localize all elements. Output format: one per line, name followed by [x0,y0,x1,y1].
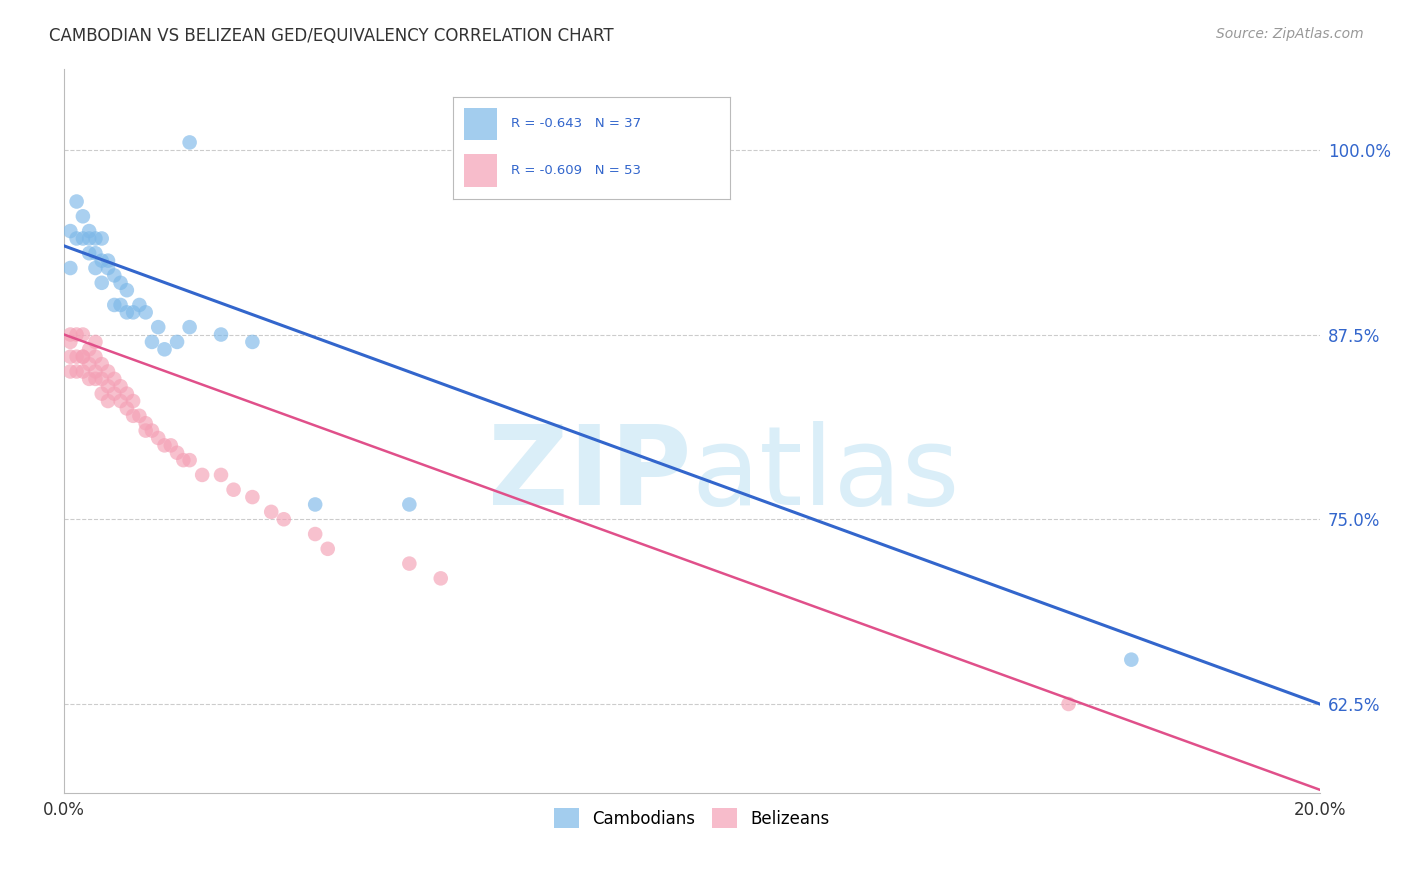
Point [72,364,94,378]
Point [59,350,82,364]
Point [110,276,132,290]
Point [122,409,145,423]
Point [65,194,87,209]
Point [65,231,87,245]
Point [77,246,100,260]
Point [59,224,82,238]
Text: CAMBODIAN VS BELIZEAN GED/EQUIVALENCY CORRELATION CHART: CAMBODIAN VS BELIZEAN GED/EQUIVALENCY CO… [49,27,614,45]
Point [97,260,120,275]
Point [59,260,82,275]
Point [77,372,100,386]
Point [166,334,188,349]
Point [209,327,232,342]
Point [179,453,201,467]
Point [179,136,201,150]
Point [84,372,107,386]
Point [153,438,176,452]
Text: ZIP: ZIP [488,420,692,527]
Point [77,231,100,245]
Point [84,364,107,378]
Point [135,416,157,430]
Point [77,224,100,238]
Point [103,386,125,401]
Point [115,283,138,297]
Point [122,305,145,319]
Point [304,498,326,512]
Point [90,372,112,386]
Point [72,327,94,342]
Point [172,453,194,467]
Point [316,541,339,556]
Point [141,424,163,438]
Point [59,334,82,349]
Point [115,401,138,416]
Point [429,571,451,585]
Point [115,305,138,319]
Point [128,298,150,312]
Text: Source: ZipAtlas.com: Source: ZipAtlas.com [1216,27,1364,41]
Point [260,505,283,519]
Point [59,327,82,342]
Point [72,209,94,223]
Point [84,231,107,245]
Point [110,298,132,312]
Point [242,490,264,504]
Point [273,512,295,526]
Point [122,394,145,409]
Point [97,394,120,409]
Point [97,379,120,393]
Point [97,364,120,378]
Point [135,305,157,319]
Point [398,557,420,571]
Point [77,357,100,371]
Point [148,431,170,445]
Point [1057,697,1080,711]
Point [242,334,264,349]
Point [72,231,94,245]
Point [159,438,181,452]
Point [84,334,107,349]
Point [398,498,420,512]
Point [1121,653,1143,667]
Point [84,350,107,364]
Point [222,483,245,497]
Point [59,364,82,378]
Point [65,364,87,378]
Point [90,276,112,290]
Point [84,260,107,275]
Point [65,327,87,342]
Point [90,231,112,245]
Point [148,320,170,334]
Point [153,343,176,357]
Point [166,446,188,460]
Point [103,268,125,283]
Point [135,424,157,438]
Point [179,320,201,334]
Point [115,386,138,401]
Point [90,386,112,401]
Point [72,350,94,364]
Point [128,409,150,423]
Point [141,334,163,349]
Point [191,467,214,482]
Point [110,379,132,393]
Point [90,357,112,371]
Point [77,343,100,357]
Text: atlas: atlas [692,420,960,527]
Point [90,253,112,268]
Point [65,350,87,364]
Point [97,253,120,268]
Point [110,394,132,409]
Point [209,467,232,482]
Legend: Cambodians, Belizeans: Cambodians, Belizeans [547,801,837,835]
Point [304,527,326,541]
Point [72,350,94,364]
Point [103,372,125,386]
Point [103,298,125,312]
Point [84,246,107,260]
